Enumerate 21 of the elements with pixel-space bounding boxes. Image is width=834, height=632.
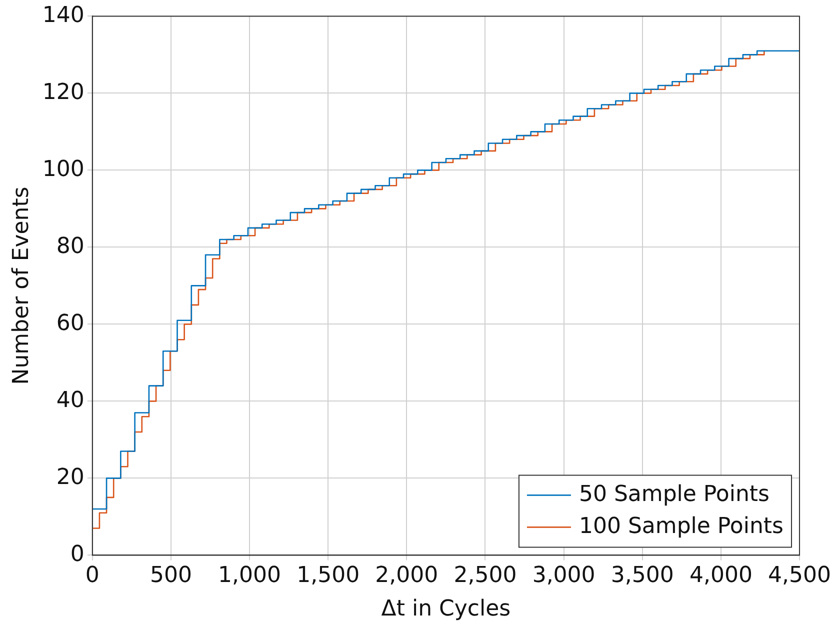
- x-axis-title: Δt in Cycles: [381, 596, 511, 622]
- x-tick-label: 4,000: [689, 563, 752, 588]
- y-tick-label: 100: [42, 156, 84, 182]
- y-tick-label: 20: [56, 464, 84, 490]
- y-tick-label: 140: [42, 2, 84, 28]
- y-tick-label: 60: [56, 310, 84, 336]
- legend-label: 100 Sample Points: [578, 514, 784, 539]
- y-tick-label: 0: [70, 542, 84, 567]
- x-tick-label: 1,000: [218, 563, 282, 588]
- y-axis-title: Number of Events: [8, 186, 34, 385]
- x-tick-label: 3,000: [532, 563, 596, 588]
- x-tick-label: 2,500: [454, 563, 517, 588]
- x-tick-label: 4,500: [768, 563, 831, 588]
- y-tick-label: 40: [56, 388, 84, 413]
- legend-label: 50 Sample Points: [578, 482, 770, 507]
- x-tick-label: 2,000: [375, 563, 438, 588]
- x-tick-label: 3,500: [610, 563, 674, 588]
- y-tick-label: 120: [42, 80, 84, 105]
- y-tick-label: 80: [56, 234, 84, 259]
- x-tick-label: 500: [150, 563, 192, 588]
- x-tick-label: 1,500: [296, 563, 360, 588]
